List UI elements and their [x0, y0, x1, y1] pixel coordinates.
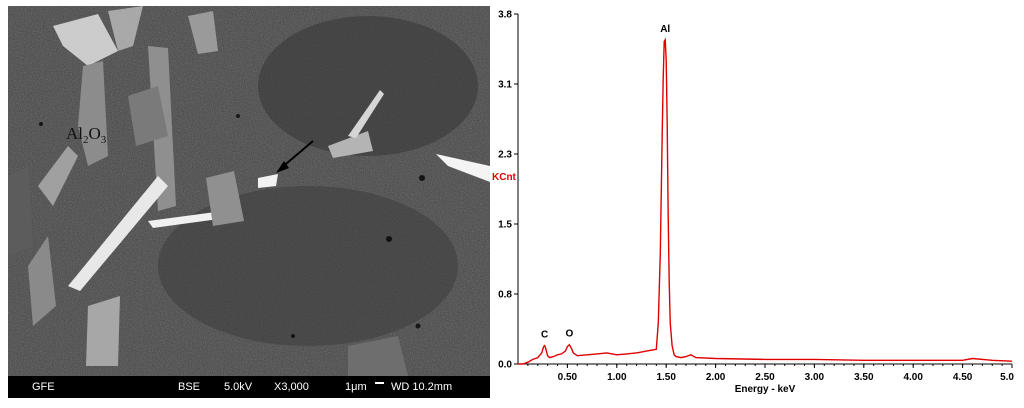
- working-distance-label: WD 10.2mm: [391, 381, 453, 393]
- phase-label-o: O: [88, 124, 101, 143]
- x-tick-label: 2.00: [706, 372, 726, 383]
- y-tick-label: 0.8: [498, 290, 512, 301]
- scale-bar: [375, 382, 384, 384]
- x-tick-label: 0.50: [558, 372, 578, 383]
- x-tick-label: 4.50: [953, 372, 973, 383]
- vendor-label: GFE: [32, 381, 55, 393]
- chart-series: [518, 37, 1013, 365]
- peak-label-al: Al: [660, 24, 670, 35]
- chart-ticks: 0.0 0.8 1.5 2.3 3.1 3.8 0.50 1.00 1.50 2.00 2.50 3.…: [498, 10, 1014, 384]
- y-tick-label: 2.3: [498, 150, 512, 161]
- x-axis-title: Energy - keV: [735, 384, 796, 395]
- micrograph-texture: [8, 6, 490, 376]
- scale-label: 1μm: [345, 381, 367, 393]
- phase-label-al: Al: [66, 124, 83, 143]
- y-tick-label: 3.8: [498, 10, 512, 21]
- chart-axes: [517, 14, 1012, 365]
- magnification-label: X3,000: [274, 381, 309, 393]
- spectrum-line: [518, 37, 1013, 365]
- y-tick-label: 0.0: [498, 360, 512, 371]
- phase-label-al2o3: Al2O3: [66, 124, 106, 146]
- x-tick-label: 1.50: [656, 372, 676, 383]
- y-axis-title: KCnt: [492, 172, 517, 183]
- x-tick-label: 4.00: [903, 372, 923, 383]
- voltage-label: 5.0kV: [224, 381, 253, 393]
- detector-label: BSE: [178, 381, 201, 393]
- sem-micrograph-panel: Al2O3 GFE BSE 5.0kV X3,000 1μm WD 10.2mm: [8, 6, 490, 398]
- sem-image: Al2O3: [8, 6, 490, 376]
- spectrum-chart: 0.0 0.8 1.5 2.3 3.1 3.8 0.50 1.00 1.50 2.00 2.50 3.…: [492, 10, 1014, 396]
- sem-info-bar: GFE BSE 5.0kV X3,000 1μm WD 10.2mm: [8, 376, 490, 398]
- phase-label-sub-3: 3: [100, 134, 107, 146]
- y-tick-label: 1.5: [498, 220, 512, 231]
- x-tick-label: 3.00: [805, 372, 825, 383]
- peak-label-o: O: [565, 329, 573, 340]
- eds-spectrum-panel: 0.0 0.8 1.5 2.3 3.1 3.8 0.50 1.00 1.50 2.00 2.50 3.…: [480, 0, 1024, 408]
- y-tick-label: 3.1: [498, 80, 512, 91]
- x-tick-label: 5.0: [1000, 372, 1014, 383]
- x-tick-label: 3.50: [854, 372, 874, 383]
- x-tick-label: 1.00: [607, 372, 627, 383]
- x-tick-label: 2.50: [755, 372, 775, 383]
- chart-labels: Energy - keV KCnt C O Al: [492, 24, 796, 395]
- peak-label-c: C: [541, 330, 548, 341]
- phase-label-sub-2: 2: [83, 134, 89, 146]
